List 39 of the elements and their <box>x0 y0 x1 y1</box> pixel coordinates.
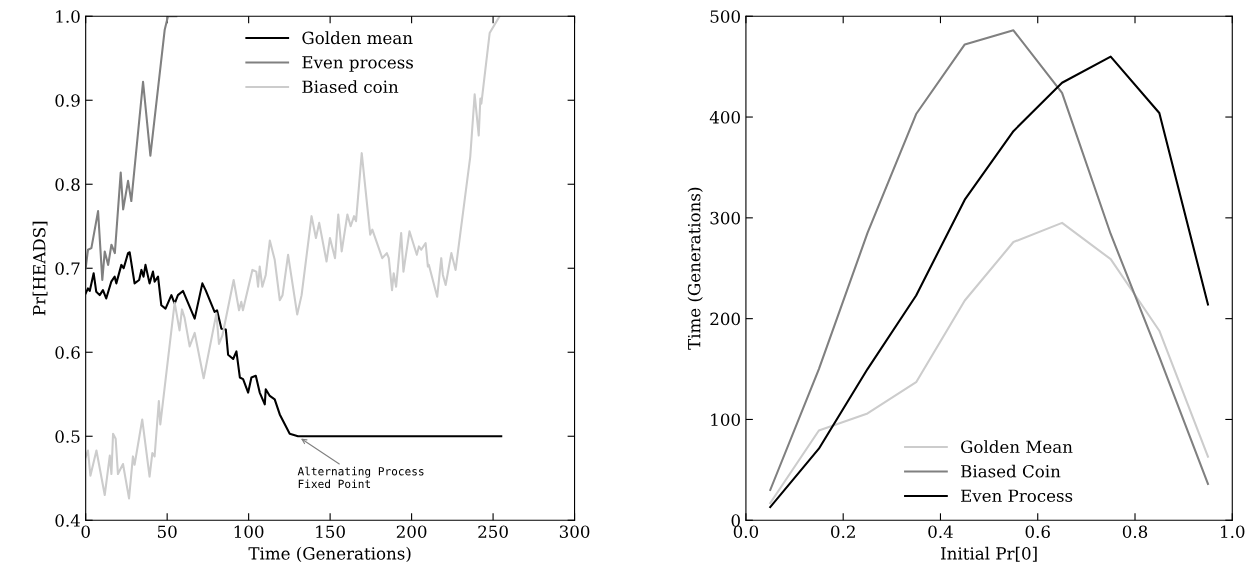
annotation: Alternating Process Fixed Point <box>297 466 424 489</box>
x-tick-label: 100 <box>234 525 264 539</box>
x-tick-label: 0.8 <box>1122 525 1148 539</box>
legend-label: Even process <box>302 56 413 72</box>
x-tick-label: 200 <box>396 525 427 539</box>
x-axis-title: Initial Pr[0] <box>941 546 1037 562</box>
y-axis-title: Pr[HEADS] <box>32 221 48 316</box>
y-tick-label: 1.0 <box>56 10 80 23</box>
x-tick-label: 0 <box>81 525 90 539</box>
x-tick-label: 1.0 <box>1221 525 1245 539</box>
legend-label: Biased coin <box>302 80 399 94</box>
legend-label: Golden mean <box>302 31 413 45</box>
legend-label: Even Process <box>961 489 1073 503</box>
line-series <box>85 16 501 500</box>
x-tick-label: 0.4 <box>928 525 953 539</box>
y-tick-label: 400 <box>709 111 740 124</box>
x-tick-label: 300 <box>559 525 590 539</box>
x-tick-label: 150 <box>316 525 345 539</box>
y-tick-label: 0.6 <box>55 346 80 359</box>
legend-label: Golden Mean <box>961 440 1073 454</box>
x-tick-label: 250 <box>478 525 508 539</box>
y-tick-label: 0.9 <box>55 94 80 107</box>
y-tick-label: 0.5 <box>55 430 80 443</box>
y-tick-label: 500 <box>710 10 740 23</box>
y-tick-label: 0.7 <box>55 262 80 275</box>
legend-label: Biased Coin <box>961 464 1061 478</box>
y-axis-title: Time (Generations) <box>687 187 703 350</box>
x-tick-label: 50 <box>157 525 177 539</box>
x-tick-label: 0.2 <box>831 525 855 539</box>
y-tick-label: 100 <box>711 413 740 427</box>
y-tick-label: 0.4 <box>55 514 80 527</box>
y-tick-label: 200 <box>710 312 740 326</box>
y-tick-label: 0.8 <box>55 178 80 191</box>
line-series <box>769 221 1209 505</box>
x-axis-title: Time (Generations) <box>248 546 411 563</box>
x-tick-label: 0.0 <box>733 525 759 539</box>
x-tick-label: 0.6 <box>1025 525 1050 539</box>
y-tick-label: 300 <box>710 211 740 225</box>
y-tick-label: 0 <box>731 514 740 527</box>
